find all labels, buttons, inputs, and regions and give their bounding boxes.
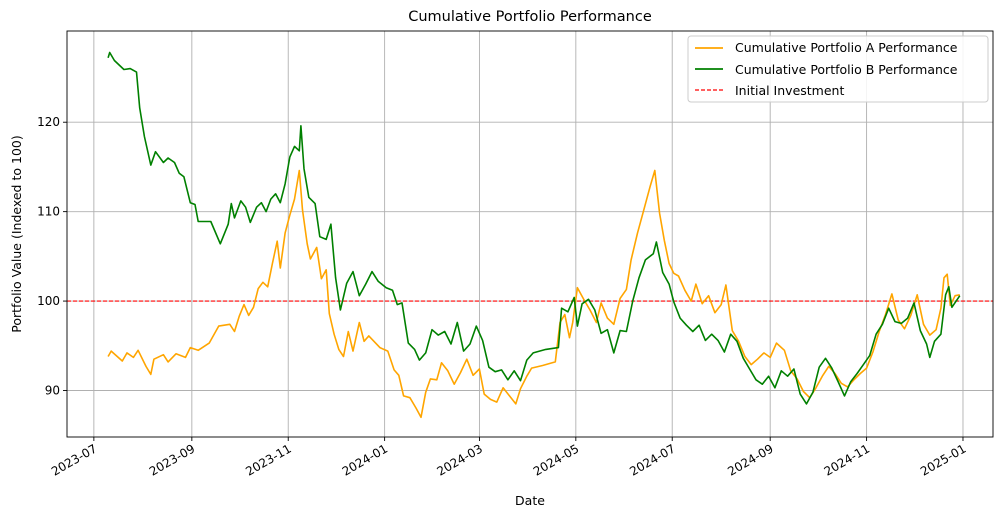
x-tick-label: 2025-01 <box>918 441 968 478</box>
series-line-portfolio-a <box>107 169 960 419</box>
x-axis-label: Date <box>515 493 545 508</box>
y-tick-label: 100 <box>37 294 60 308</box>
y-tick-label: 110 <box>37 205 60 219</box>
plot-frame <box>66 30 994 438</box>
x-tick-label: 2024-07 <box>627 441 677 478</box>
chart-title: Cumulative Portfolio Performance <box>408 9 652 25</box>
x-tick-label: 2024-05 <box>531 441 581 478</box>
legend-label-series-a: Cumulative Portfolio A Performance <box>735 40 958 55</box>
legend: Cumulative Portfolio A Performance Cumul… <box>687 35 989 103</box>
legend-label-initial-investment: Initial Investment <box>735 83 844 98</box>
y-tick-label: 90 <box>45 383 60 397</box>
series-line-portfolio-b <box>107 51 961 405</box>
legend-box <box>687 35 989 103</box>
y-axis: 90 100 110 120 <box>37 115 67 397</box>
x-tick-label: 2024-03 <box>435 441 485 478</box>
x-tick-label: 2023-11 <box>243 441 293 478</box>
x-tick-label: 2023-07 <box>49 441 99 478</box>
x-tick-label: 2024-01 <box>340 441 390 478</box>
x-axis: 2023-07 2023-09 2023-11 2024-01 2024-03 2024-… <box>49 437 968 479</box>
x-tick-label: 2024-09 <box>725 441 775 478</box>
legend-label-series-b: Cumulative Portfolio B Performance <box>735 62 958 77</box>
series-layer <box>107 51 961 419</box>
grid-lines <box>67 31 993 437</box>
x-tick-label: 2024-11 <box>822 441 872 478</box>
x-tick-label: 2023-09 <box>147 441 197 478</box>
y-tick-label: 120 <box>37 115 60 129</box>
y-axis-label: Portfolio Value (Indexed to 100) <box>9 135 24 332</box>
